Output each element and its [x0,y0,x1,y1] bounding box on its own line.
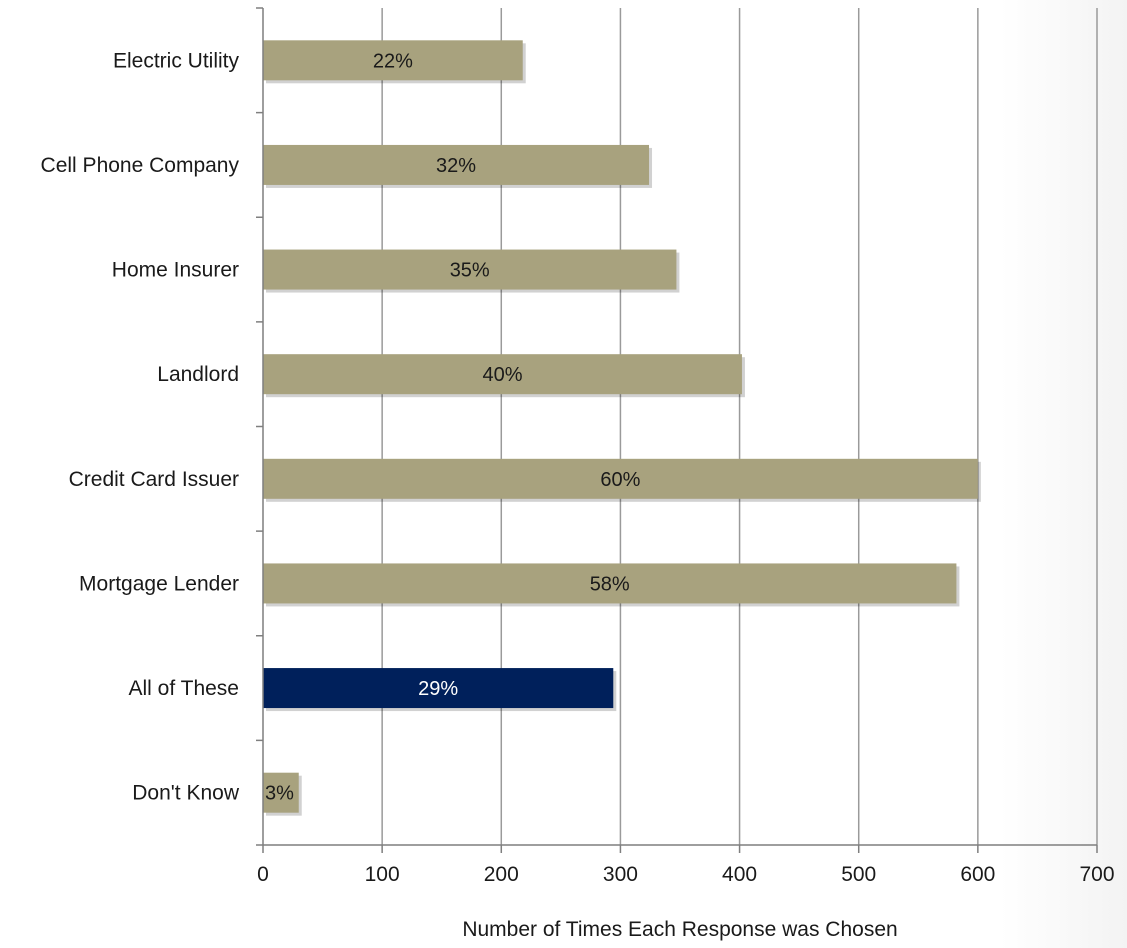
x-tick-label: 300 [603,863,638,886]
category-label: Don't Know [132,782,240,805]
category-label: All of These [128,677,239,700]
bar [263,668,614,709]
x-tick-label: 700 [1079,863,1114,886]
axes [256,7,1098,853]
bar-data-label: 3% [265,783,294,805]
bar [263,563,957,604]
bar-data-label: 60% [600,469,640,491]
gridlines [381,8,1098,845]
bar [263,354,742,395]
x-tick-label: 100 [365,863,400,886]
category-label: Electric Utility [113,49,240,72]
category-labels: Electric Utility Cell Phone Company Home I… [41,49,240,804]
bar-data-label: 29% [418,678,458,700]
x-tick-label: 500 [841,863,876,886]
bar [263,249,677,290]
x-tick-label: 200 [484,863,519,886]
category-label: Credit Card Issuer [69,468,239,491]
category-label: Landlord [157,363,239,386]
x-tick-label: 400 [722,863,757,886]
x-tick-labels: 0 100 200 300 400 500 600 700 [257,863,1114,886]
bars [263,40,981,816]
bar [263,772,299,813]
bar-data-labels: 22% 32% 35% 40% 60% 58% 29% 3% [265,50,641,804]
category-label: Cell Phone Company [41,154,240,177]
bar-data-label: 58% [590,573,630,595]
category-label: Home Insurer [112,259,239,282]
bar-data-label: 40% [482,364,522,386]
x-tick-label: 600 [960,863,995,886]
bar [263,40,523,81]
bar-data-label: 35% [450,260,490,282]
bar [263,458,978,499]
bar-data-label: 32% [436,155,476,177]
x-axis-title: Number of Times Each Response was Chosen [462,918,897,941]
x-tick-label: 0 [257,863,269,886]
category-label: Mortgage Lender [79,572,239,595]
bar-data-label: 22% [373,50,413,72]
bar [263,144,650,185]
